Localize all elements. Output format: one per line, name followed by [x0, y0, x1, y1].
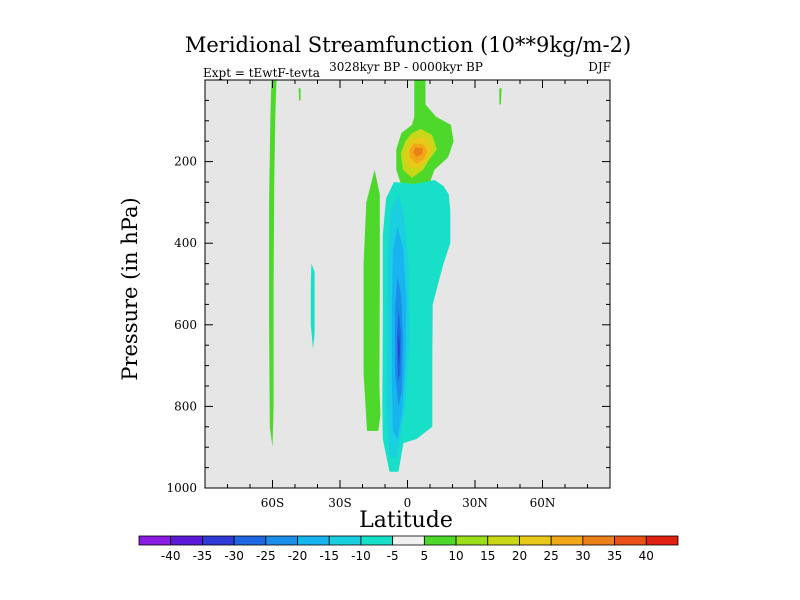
- colorbar-label: 30: [575, 549, 590, 563]
- y-tick-label: 200: [174, 155, 197, 169]
- colorbar-swatch: [487, 535, 520, 546]
- colorbar-swatch: [328, 535, 362, 546]
- colorbar-label: -40: [161, 549, 181, 563]
- y-tick-label: 1000: [166, 481, 197, 495]
- y-tick-label: 400: [174, 236, 197, 250]
- colorbar-label: 35: [607, 549, 622, 563]
- colorbar-swatch: [550, 535, 584, 546]
- colorbar-swatch: [519, 535, 552, 546]
- colorbar-label: 10: [448, 549, 463, 563]
- x-tick-label: 60N: [530, 496, 556, 510]
- colorbar-label: -5: [387, 549, 399, 563]
- colorbar-swatch: [265, 535, 298, 546]
- contour-region-15: [398, 333, 400, 366]
- colorbar-label: -30: [224, 549, 244, 563]
- x-tick-label: 0: [404, 496, 412, 510]
- x-tick-label: 30N: [462, 496, 488, 510]
- colorbar-swatch: [233, 535, 267, 546]
- contour-region-9: [413, 147, 424, 157]
- chart-subtitle: 3028kyr BP - 0000kyr BP: [329, 60, 483, 74]
- colorbar-label: -35: [193, 549, 213, 563]
- colorbar-label: 15: [480, 549, 495, 563]
- contour-region-0: [269, 80, 277, 448]
- colorbar-swatch: [138, 535, 172, 546]
- colorbar: -40 -35 -30 -25 -20 -15 -10 -5 5 10 15 20 25 30 35 40: [138, 535, 679, 563]
- colorbar-swatch: [170, 535, 203, 546]
- colorbar-label: -10: [351, 549, 371, 563]
- y-tick-label: 800: [174, 399, 197, 413]
- contour-region-1: [298, 88, 301, 101]
- x-axis-label: Latitude: [359, 508, 453, 533]
- contour-region-5: [499, 88, 502, 105]
- colorbar-swatch: [645, 535, 679, 546]
- colorbar-label: -20: [288, 549, 308, 563]
- x-tick-label: 30S: [328, 496, 352, 510]
- axis-ticks: 60S 30S 0 30N 60N 200 400 600 800 1000: [166, 79, 611, 510]
- colorbar-label: -15: [319, 549, 339, 563]
- colorbar-label: 40: [639, 549, 654, 563]
- colorbar-label: 5: [421, 549, 429, 563]
- colorbar-swatch: [392, 535, 425, 546]
- colorbar-label: 20: [512, 549, 527, 563]
- colorbar-swatch: [423, 535, 457, 546]
- colorbar-swatch: [455, 535, 489, 546]
- contour-region-2: [310, 263, 315, 350]
- y-tick-label: 600: [174, 318, 197, 332]
- colorbar-swatch: [202, 535, 235, 546]
- y-axis-label: Pressure (in hPa): [118, 197, 142, 380]
- contour-regions: [269, 80, 502, 472]
- colorbar-swatch: [297, 535, 330, 546]
- experiment-label: Expt = tEwtF-tevta: [203, 66, 320, 80]
- contour-region-3: [363, 169, 381, 431]
- colorbar-label: 25: [544, 549, 559, 563]
- season-label: DJF: [588, 60, 611, 74]
- chart-title: Meridional Streamfunction (10**9kg/m-2): [185, 33, 631, 57]
- colorbar-swatch: [360, 535, 394, 546]
- colorbar-swatch: [614, 535, 647, 546]
- x-tick-label: 60S: [261, 496, 285, 510]
- colorbar-label: -25: [256, 549, 276, 563]
- colorbar-swatch: [582, 535, 615, 546]
